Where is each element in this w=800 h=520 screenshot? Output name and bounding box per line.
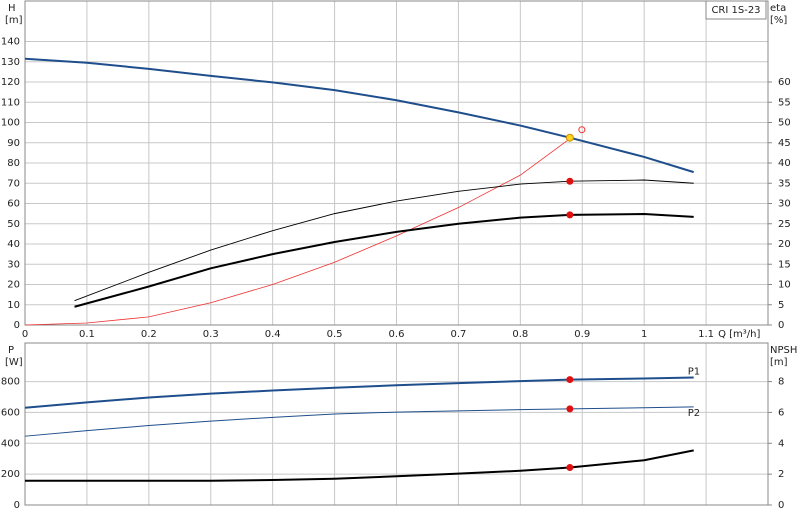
curve bbox=[24, 57, 694, 174]
operating-point bbox=[566, 177, 574, 185]
y2-tick-label: 30 bbox=[778, 199, 791, 210]
y2-tick-label: 35 bbox=[778, 178, 791, 189]
y-tick-label: 90 bbox=[7, 138, 20, 149]
y2-tick-label: 45 bbox=[778, 138, 791, 149]
y-tick-label: 600 bbox=[1, 407, 20, 418]
x-tick-label: 0.7 bbox=[450, 329, 466, 340]
x-tick-label: 0.8 bbox=[512, 329, 528, 340]
y2-tick-label: 15 bbox=[778, 259, 791, 270]
y2-tick-label: 8 bbox=[778, 377, 784, 388]
operating-point bbox=[566, 464, 574, 472]
y2-tick-label: 6 bbox=[778, 407, 784, 418]
y2-tick-label: 5 bbox=[778, 300, 784, 311]
y-unit: [W] bbox=[5, 357, 23, 368]
x-tick-label: 0.2 bbox=[141, 329, 157, 340]
y2-tick-label: 0 bbox=[778, 320, 784, 331]
y-tick-label: 120 bbox=[1, 77, 20, 88]
y-tick-label: 0 bbox=[14, 500, 20, 511]
y2-unit: [%] bbox=[770, 15, 787, 26]
operating-point bbox=[565, 133, 574, 142]
y2-tick-label: 4 bbox=[778, 438, 784, 449]
x-tick-label: 0 bbox=[22, 329, 28, 340]
x-tick-label: 0.4 bbox=[265, 329, 281, 340]
y-tick-label: 40 bbox=[7, 239, 20, 250]
curve bbox=[24, 138, 571, 326]
y2-tick-label: 25 bbox=[778, 219, 791, 230]
y2-tick-label: 0 bbox=[778, 500, 784, 511]
y2-tick-label: 60 bbox=[778, 77, 791, 88]
legend-box bbox=[705, 0, 767, 20]
plot-frame bbox=[24, 342, 769, 506]
series-label: P1 bbox=[688, 367, 700, 378]
operating-point bbox=[566, 211, 574, 219]
y-tick-label: 70 bbox=[7, 178, 20, 189]
curve bbox=[74, 213, 694, 308]
y2-label: NPSH bbox=[770, 345, 797, 356]
y2-unit: [m] bbox=[770, 357, 788, 368]
y2-label: eta bbox=[770, 3, 786, 14]
operating-point bbox=[566, 405, 574, 413]
y-tick-label: 130 bbox=[1, 57, 20, 68]
series-label: P2 bbox=[688, 408, 700, 419]
legend-label: CRI 1S-23 bbox=[711, 5, 760, 16]
y-tick-label: 10 bbox=[7, 300, 20, 311]
y-tick-label: 30 bbox=[7, 259, 20, 270]
y-tick-label: 80 bbox=[7, 158, 20, 169]
curve bbox=[25, 449, 694, 482]
y2-tick-label: 20 bbox=[778, 239, 791, 250]
y-tick-label: 50 bbox=[7, 219, 20, 230]
curve bbox=[74, 179, 694, 302]
y-tick-label: 200 bbox=[1, 469, 20, 480]
operating-point bbox=[566, 376, 574, 384]
y-tick-label: 0 bbox=[14, 320, 20, 331]
y-label: P bbox=[8, 345, 14, 356]
y-tick-label: 140 bbox=[1, 37, 20, 48]
y2-tick-label: 50 bbox=[778, 118, 791, 129]
x-label: Q [m³/h] bbox=[718, 329, 760, 340]
x-tick-label: 0.1 bbox=[79, 329, 95, 340]
y-tick-label: 400 bbox=[1, 438, 20, 449]
y2-tick-label: 10 bbox=[778, 280, 791, 291]
annotation-ring bbox=[578, 126, 586, 134]
x-tick-label: 0.5 bbox=[327, 329, 343, 340]
x-tick-label: 1 bbox=[641, 329, 647, 340]
y2-tick-label: 40 bbox=[778, 158, 791, 169]
x-tick-label: 0.3 bbox=[203, 329, 219, 340]
curve bbox=[24, 406, 694, 437]
y-tick-label: 60 bbox=[7, 199, 20, 210]
y2-tick-label: 55 bbox=[778, 97, 791, 108]
x-tick-label: 1.1 bbox=[698, 329, 714, 340]
x-tick-label: 0.6 bbox=[389, 329, 405, 340]
curve bbox=[24, 376, 694, 409]
y-tick-label: 20 bbox=[7, 280, 20, 291]
y-tick-label: 110 bbox=[1, 97, 20, 108]
y-tick-label: 800 bbox=[1, 377, 20, 388]
y-unit: [m] bbox=[5, 15, 23, 26]
y-tick-label: 100 bbox=[1, 118, 20, 129]
y-label: H bbox=[8, 3, 16, 14]
y2-tick-label: 2 bbox=[778, 469, 784, 480]
x-tick-label: 0.9 bbox=[574, 329, 590, 340]
